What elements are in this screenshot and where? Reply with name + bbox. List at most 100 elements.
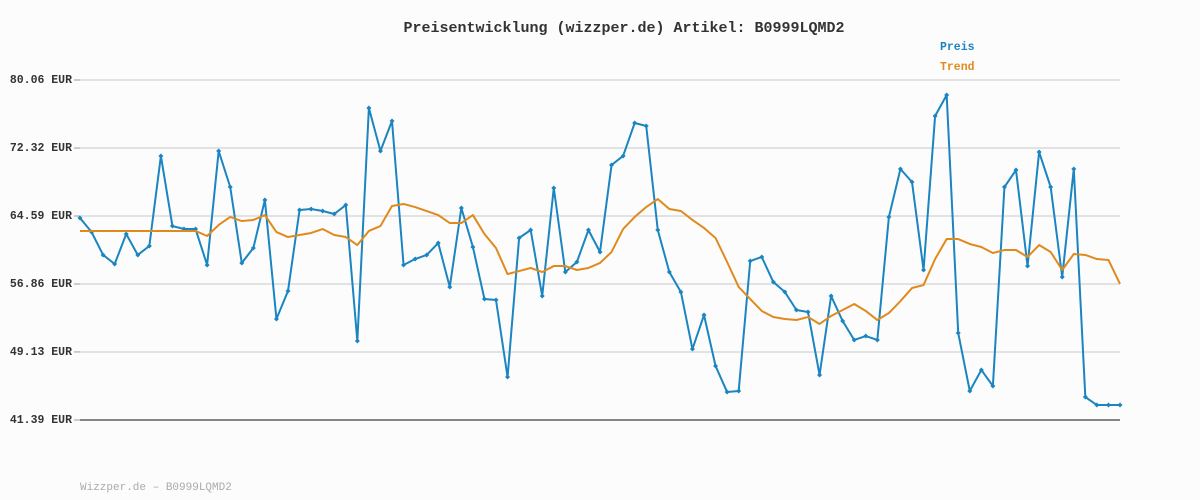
point-marker xyxy=(146,243,152,249)
point-marker xyxy=(562,269,568,275)
point-marker xyxy=(493,297,499,303)
point-marker xyxy=(505,374,511,380)
point-marker xyxy=(551,185,557,191)
point-marker xyxy=(516,235,522,241)
point-marker xyxy=(216,148,222,154)
point-marker xyxy=(354,338,360,344)
point-marker xyxy=(666,269,672,275)
point-marker xyxy=(932,113,938,119)
point-marker xyxy=(470,244,476,250)
point-marker xyxy=(689,346,695,352)
point-marker xyxy=(389,118,395,124)
y-tick-label: 72.32 EUR xyxy=(10,142,72,155)
point-marker xyxy=(1013,167,1019,173)
point-marker xyxy=(401,262,407,268)
point-marker xyxy=(308,206,314,212)
series-line xyxy=(80,198,1121,325)
point-marker xyxy=(921,267,927,273)
point-marker xyxy=(458,205,464,211)
point-marker xyxy=(817,372,823,378)
point-marker xyxy=(262,197,268,203)
point-marker xyxy=(747,258,753,264)
point-marker xyxy=(793,307,799,313)
point-marker xyxy=(297,207,303,213)
point-marker xyxy=(632,120,638,126)
point-marker xyxy=(239,260,245,266)
point-marker xyxy=(435,240,441,246)
point-marker xyxy=(77,215,83,221)
y-tick-label: 56.86 EUR xyxy=(10,278,72,291)
y-tick-label: 64.59 EUR xyxy=(10,210,72,223)
point-marker xyxy=(990,383,996,389)
point-marker xyxy=(1071,166,1077,172)
point-marker xyxy=(169,223,175,229)
point-marker xyxy=(1105,402,1111,408)
point-marker xyxy=(424,252,430,258)
point-marker xyxy=(285,288,291,294)
point-marker xyxy=(377,148,383,154)
point-marker xyxy=(967,388,973,394)
y-tick-label: 49.13 EUR xyxy=(10,346,72,359)
point-marker xyxy=(539,293,545,299)
point-marker xyxy=(1094,402,1100,408)
point-marker xyxy=(1001,184,1007,190)
point-marker xyxy=(643,123,649,129)
point-marker xyxy=(597,249,603,255)
point-marker xyxy=(713,363,719,369)
point-marker xyxy=(863,333,869,339)
point-marker xyxy=(978,367,984,373)
point-marker xyxy=(320,208,326,214)
point-marker xyxy=(1036,149,1042,155)
point-marker xyxy=(574,259,580,265)
point-marker xyxy=(828,293,834,299)
point-marker xyxy=(1117,402,1123,408)
point-marker xyxy=(585,227,591,233)
point-marker xyxy=(724,389,730,395)
point-marker xyxy=(1048,184,1054,190)
point-marker xyxy=(227,184,233,190)
point-marker xyxy=(701,312,707,318)
point-marker xyxy=(1025,263,1031,269)
y-tick-label: 41.39 EUR xyxy=(10,414,72,427)
point-marker xyxy=(343,202,349,208)
chart-title: Preisentwicklung (wizzper.de) Artikel: B… xyxy=(403,20,844,37)
legend-label: Preis xyxy=(940,41,975,54)
point-marker xyxy=(782,289,788,295)
point-marker xyxy=(955,330,961,336)
point-marker xyxy=(874,337,880,343)
point-marker xyxy=(840,318,846,324)
y-tick-label: 80.06 EUR xyxy=(10,74,72,87)
point-marker xyxy=(123,231,129,237)
point-marker xyxy=(944,92,950,98)
point-marker xyxy=(1082,394,1088,400)
point-marker xyxy=(112,261,118,267)
point-marker xyxy=(1059,274,1065,280)
point-marker xyxy=(851,337,857,343)
point-marker xyxy=(620,153,626,159)
point-marker xyxy=(805,309,811,315)
point-marker xyxy=(135,252,141,258)
point-marker xyxy=(655,227,661,233)
point-marker xyxy=(204,262,210,268)
point-marker xyxy=(759,254,765,260)
point-marker xyxy=(481,296,487,302)
point-marker xyxy=(366,105,372,111)
point-marker xyxy=(412,256,418,262)
point-marker xyxy=(100,252,106,258)
point-marker xyxy=(897,166,903,172)
point-marker xyxy=(886,214,892,220)
point-marker xyxy=(528,227,534,233)
point-marker xyxy=(447,284,453,290)
point-marker xyxy=(736,388,742,394)
legend-label: Trend xyxy=(940,61,975,74)
point-marker xyxy=(158,153,164,159)
point-marker xyxy=(609,162,615,168)
point-marker xyxy=(678,289,684,295)
point-marker xyxy=(909,179,915,185)
point-marker xyxy=(331,211,337,217)
credit: Wizzper.de – B0999LQMD2 xyxy=(80,482,232,494)
point-marker xyxy=(770,279,776,285)
point-marker xyxy=(250,245,256,251)
point-marker xyxy=(273,316,279,322)
